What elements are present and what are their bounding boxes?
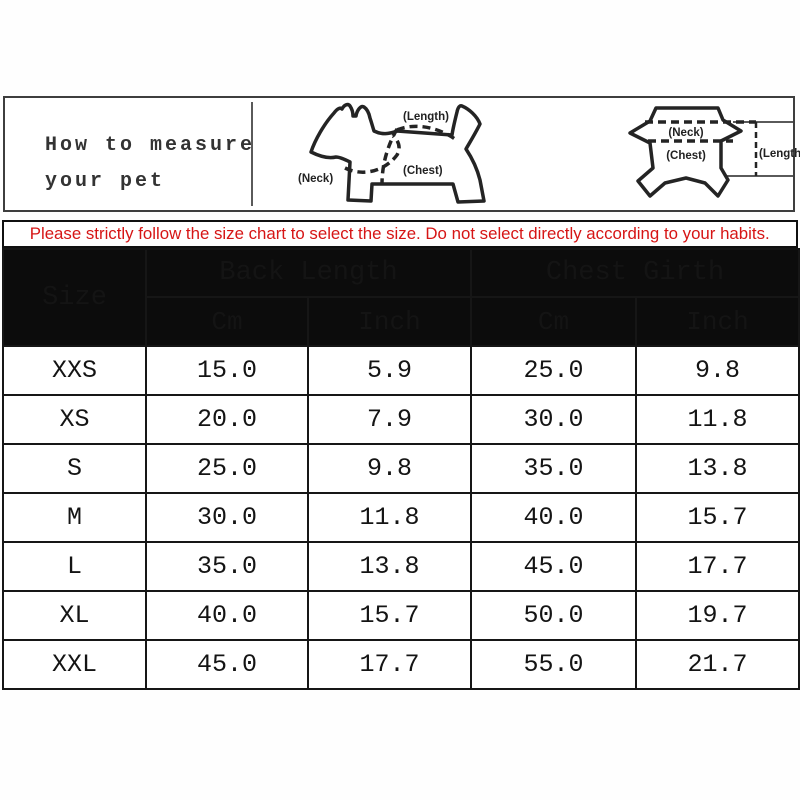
warning-banner: Please strictly follow the size chart to… xyxy=(2,220,798,248)
measure-panel-title: How to measure your pet xyxy=(5,98,256,210)
size-cell: XXS xyxy=(2,345,147,396)
value-cell: 55.0 xyxy=(470,639,638,690)
measure-panel: How to measure your pet (Length) (Chest)… xyxy=(3,96,800,212)
table-row-xxs: XXS 15.0 5.9 25.0 9.8 xyxy=(2,345,800,396)
value-cell: 25.0 xyxy=(145,443,309,494)
value-cell: 15.0 xyxy=(145,345,309,396)
table-row-xs: XS 20.0 7.9 30.0 11.8 xyxy=(2,394,800,445)
size-table-container: Size Back Length Chest Girth Cm Inch Cm … xyxy=(2,248,800,690)
dog-diagram-container: (Length) (Chest) (Neck) xyxy=(293,98,558,210)
back-length-group-header: Back Length xyxy=(144,248,473,298)
value-cell: 11.8 xyxy=(306,492,473,543)
dog-neck-label: (Neck) xyxy=(298,173,333,185)
value-cell: 19.7 xyxy=(635,590,800,641)
table-row-s: S 25.0 9.8 35.0 13.8 xyxy=(2,443,800,494)
value-cell: 45.0 xyxy=(470,541,638,592)
garment-length-label: (Length) xyxy=(759,148,800,160)
value-cell: 40.0 xyxy=(145,590,309,641)
value-cell: 15.7 xyxy=(306,590,473,641)
value-cell: 9.8 xyxy=(306,443,473,494)
value-cell: 40.0 xyxy=(470,492,638,543)
chest-inch-header: Inch xyxy=(635,296,800,347)
garment-length-ticks xyxy=(726,121,793,177)
measure-title-line2: your pet xyxy=(45,170,166,193)
garment-chest-label: (Chest) xyxy=(666,150,706,162)
chest-cm-header: Cm xyxy=(470,296,638,347)
garment-diagram-container: (Neck) (Chest) (Length) xyxy=(613,98,800,210)
table-unit-header-row: Cm Inch Cm Inch xyxy=(3,296,800,347)
garment-measure-diagram-icon: (Neck) (Chest) (Length) xyxy=(628,106,800,198)
value-cell: 35.0 xyxy=(470,443,638,494)
value-cell: 13.8 xyxy=(635,443,800,494)
value-cell: 17.7 xyxy=(306,639,473,690)
value-cell: 9.8 xyxy=(635,345,800,396)
chest-girth-group-header: Chest Girth xyxy=(470,248,800,298)
warning-text: Please strictly follow the size chart to… xyxy=(30,224,770,243)
value-cell: 15.7 xyxy=(635,492,800,543)
size-cell: XS xyxy=(2,394,147,445)
back-cm-header: Cm xyxy=(145,296,309,347)
value-cell: 13.8 xyxy=(306,541,473,592)
value-cell: 11.8 xyxy=(635,394,800,445)
size-cell: L xyxy=(2,541,147,592)
back-inch-header: Inch xyxy=(306,296,473,347)
panel-divider xyxy=(251,102,253,206)
measure-title-line1: How to measure xyxy=(45,134,256,157)
dog-neck-dashed-line xyxy=(344,134,401,174)
table-row-xl: XL 40.0 15.7 50.0 19.7 xyxy=(2,590,800,641)
value-cell: 7.9 xyxy=(306,394,473,445)
value-cell: 30.0 xyxy=(470,394,638,445)
value-cell: 50.0 xyxy=(470,590,638,641)
size-column-header: Size xyxy=(2,248,147,347)
table-row-m: M 30.0 11.8 40.0 15.7 xyxy=(2,492,800,543)
value-cell: 20.0 xyxy=(145,394,309,445)
dog-chest-dashed-line xyxy=(380,128,399,185)
dog-length-dashed-line xyxy=(396,124,456,141)
size-cell: S xyxy=(2,443,147,494)
table-row-l: L 35.0 13.8 45.0 17.7 xyxy=(2,541,800,592)
table-row-xxl: XXL 45.0 17.7 55.0 21.7 xyxy=(2,639,800,690)
size-cell: M xyxy=(2,492,147,543)
value-cell: 5.9 xyxy=(306,345,473,396)
size-cell: XL xyxy=(2,590,147,641)
dog-measure-diagram-icon: (Length) (Chest) (Neck) xyxy=(298,102,486,204)
value-cell: 35.0 xyxy=(145,541,309,592)
value-cell: 21.7 xyxy=(635,639,800,690)
table-group-header-row: Size Back Length Chest Girth xyxy=(2,248,800,347)
dog-chest-label: (Chest) xyxy=(403,165,443,177)
garment-neck-label: (Neck) xyxy=(668,127,703,139)
garment-outline xyxy=(628,106,743,198)
size-cell: XXL xyxy=(2,639,147,690)
dog-length-label: (Length) xyxy=(403,111,449,123)
size-table: Size Back Length Chest Girth Cm Inch Cm … xyxy=(2,248,800,690)
value-cell: 25.0 xyxy=(470,345,638,396)
value-cell: 45.0 xyxy=(145,639,309,690)
value-cell: 30.0 xyxy=(145,492,309,543)
value-cell: 17.7 xyxy=(635,541,800,592)
